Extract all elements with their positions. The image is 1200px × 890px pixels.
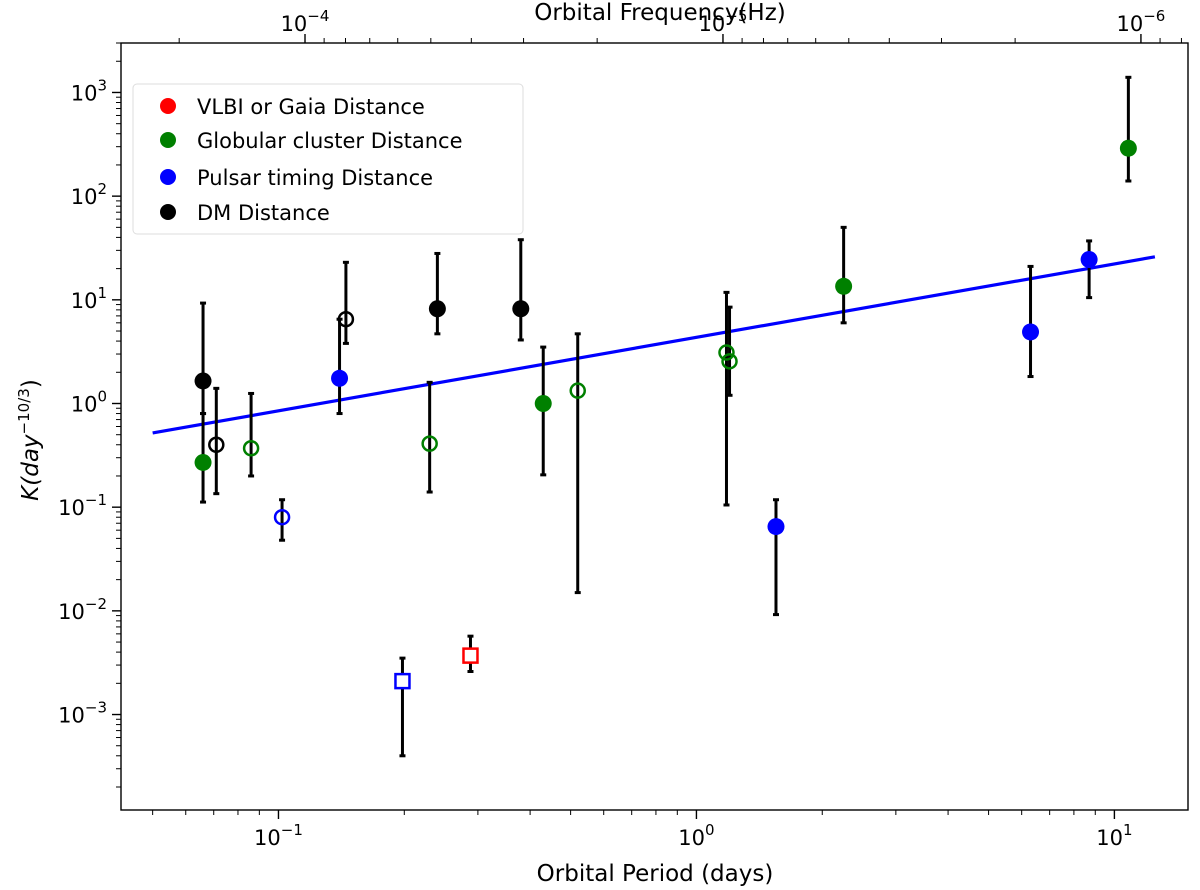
minor-ticks: [116, 38, 1182, 815]
legend-label-dm: DM Distance: [197, 201, 330, 225]
x-tick-label: 101: [1096, 821, 1132, 850]
y-axis-label: K(day−10/3): [15, 379, 44, 501]
y-tick-label: 101: [71, 284, 107, 313]
x-axis-label: Orbital Period (days): [537, 861, 774, 887]
data-point-pulsar-filled-circle: [767, 518, 785, 536]
y-tick-label-base: 10: [71, 81, 98, 105]
data-point-globular-filled-circle: [194, 453, 212, 471]
data-point-globular-open-circle: [421, 435, 438, 452]
legend-box: [132, 83, 524, 235]
y-tick-label: 103: [71, 76, 107, 105]
y-tick-label-base: 10: [58, 600, 85, 624]
x-tick-label-base: 10: [1096, 826, 1123, 850]
legend-marker-vlbi: [160, 98, 176, 114]
data-markers: [194, 139, 1137, 690]
y-tick-label-exponent: 0: [97, 387, 107, 405]
data-point-pulsar-open-circle: [273, 508, 291, 526]
legend-marker-dm: [160, 204, 176, 220]
legend-label-pulsar: Pulsar timing Distance: [197, 166, 433, 190]
data-point-dm-filled-circle: [512, 300, 530, 318]
data-point-pulsar-filled-circle: [1022, 323, 1040, 341]
top-tick-label: 10−4: [281, 7, 330, 36]
legend-marker-globular: [160, 132, 176, 148]
data-point-dm-filled-circle: [428, 300, 446, 318]
data-point-dm-open-circle: [337, 310, 355, 328]
y-tick-label-exponent: 2: [97, 180, 107, 198]
data-point-dm-open-circle: [208, 436, 225, 454]
y-axis-label-exponent: −10/3: [15, 388, 33, 434]
legend-label-globular: Globular cluster Distance: [197, 129, 463, 153]
top-tick-label: 10−6: [1117, 7, 1166, 36]
y-tick-label-exponent: 1: [97, 284, 107, 302]
top-tick-label-base: 10: [281, 12, 308, 36]
y-tick-label: 10−1: [58, 491, 107, 520]
x-tick-label-exponent: −1: [281, 821, 303, 839]
data-point-globular-open-circle: [569, 382, 586, 399]
y-tick-label-exponent: −1: [85, 491, 107, 509]
data-point-globular-filled-circle: [835, 277, 853, 295]
data-point-globular-open-circle: [721, 353, 738, 370]
top-tick-label: 10−5: [699, 7, 748, 36]
x-tick-label: 100: [678, 821, 714, 850]
y-tick-label: 10−2: [58, 595, 107, 624]
top-tick-label-exponent: −4: [307, 7, 329, 25]
fit-line: [152, 255, 1156, 435]
top-tick-label-exponent: −5: [725, 7, 747, 25]
top-frequency-ticks: 10−4 10−5 10−6: [281, 7, 1166, 43]
top-tick-label-base: 10: [1117, 12, 1144, 36]
x-tick-label-exponent: 1: [1123, 821, 1133, 839]
y-tick-label-base: 10: [58, 704, 85, 728]
data-point-dm-filled-circle: [194, 372, 212, 390]
legend-marker-pulsar: [160, 169, 176, 185]
x-tick-label-base: 10: [678, 826, 705, 850]
y-tick-label-exponent: −3: [85, 699, 107, 717]
legend: VLBI or Gaia Distance Globular cluster D…: [132, 83, 524, 235]
data-point-globular-filled-circle: [1119, 139, 1137, 157]
y-tick-label-exponent: −2: [85, 595, 107, 613]
y-tick-label-exponent: 3: [97, 76, 107, 94]
data-point-pulsar-filled-circle: [1080, 250, 1098, 268]
x-tick-label-base: 10: [254, 826, 281, 850]
y-tick-label: 102: [71, 180, 107, 209]
data-point-globular-filled-circle: [534, 394, 552, 412]
y-axis-label-main: K(day: [18, 434, 44, 501]
y-tick-label-base: 10: [71, 185, 98, 209]
data-point-pulsar-open-square: [394, 672, 411, 690]
y-axis-label-close: ): [18, 379, 44, 388]
top-tick-label-exponent: −6: [1143, 7, 1165, 25]
y-tick-label-base: 10: [58, 496, 85, 520]
top-tick-label-base: 10: [699, 12, 726, 36]
x-tick-label-exponent: 0: [705, 821, 715, 839]
y-tick-label-base: 10: [71, 289, 98, 313]
y-tick-label-base: 10: [71, 392, 98, 416]
data-point-globular-open-circle: [242, 440, 260, 457]
y-tick-label: 100: [71, 387, 107, 416]
legend-label-vlbi: VLBI or Gaia Distance: [197, 95, 425, 119]
data-point-globular-open-circle: [718, 344, 735, 361]
y-tick-label: 10−3: [58, 699, 107, 728]
data-point-pulsar-filled-circle: [331, 369, 349, 387]
data-point-vlbi-open-square: [462, 647, 479, 664]
x-tick-label: 10−1: [254, 821, 303, 850]
top-axis-label: Orbital Frequency(Hz): [534, 0, 786, 26]
